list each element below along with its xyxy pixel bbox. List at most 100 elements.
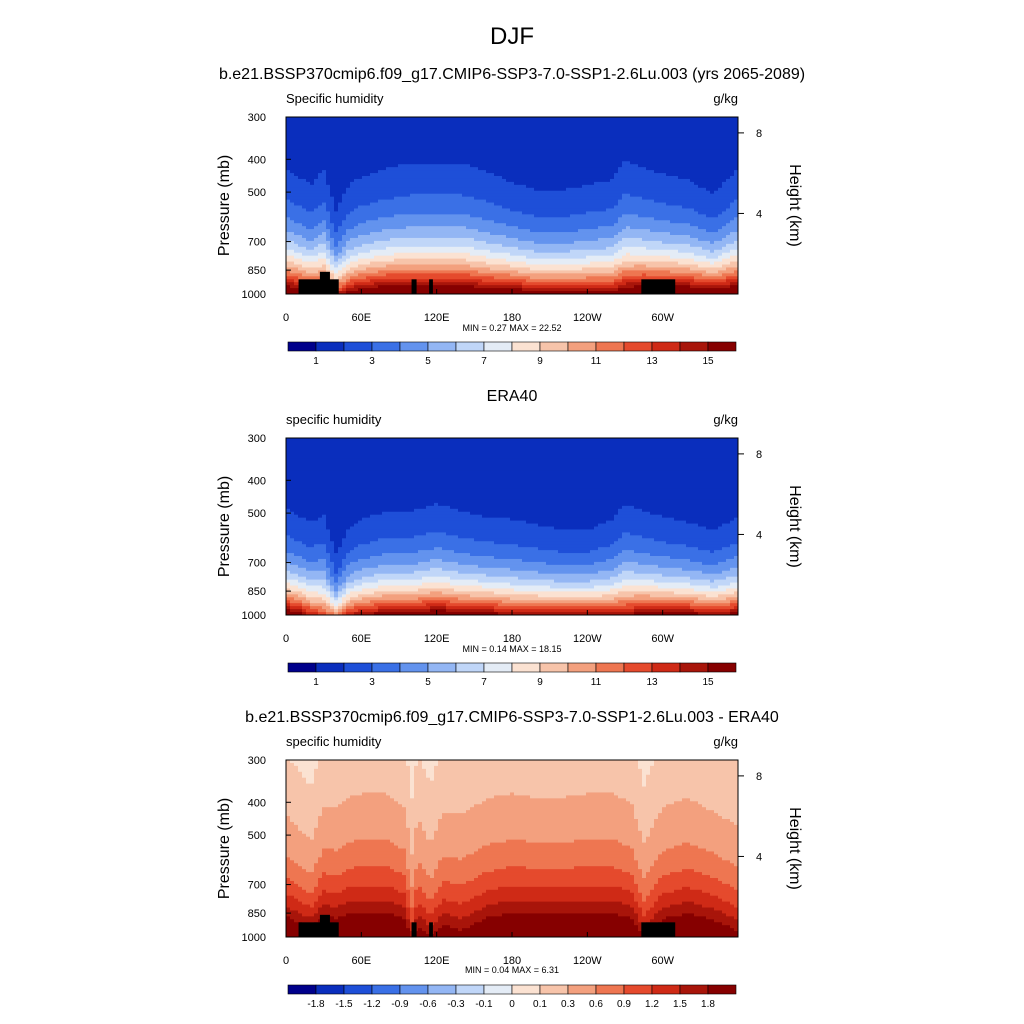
y-tick-label: 300	[248, 755, 266, 767]
colorbar-label: 1.5	[673, 999, 687, 1010]
y-tick-label: 300	[248, 112, 266, 124]
terrain-mask	[319, 271, 330, 294]
colorbar-label: 0.1	[533, 999, 547, 1010]
colorbar-swatch	[595, 984, 625, 995]
colorbar-swatch	[455, 341, 485, 352]
colorbar-swatch	[567, 662, 597, 673]
colorbar-swatch	[287, 662, 317, 673]
units-label: g/kg	[713, 734, 738, 749]
colorbar-swatch	[371, 662, 401, 673]
variable-label: specific humidity	[286, 412, 382, 427]
colorbar-swatch	[483, 984, 513, 995]
panel-title: b.e21.BSSP370cmip6.f09_g17.CMIP6-SSP3-7.…	[245, 709, 779, 726]
colorbar-label: 9	[537, 356, 543, 367]
colorbar-swatch	[595, 662, 625, 673]
colorbar-swatch	[287, 341, 317, 352]
colorbar-swatch	[539, 662, 569, 673]
colorbar-swatch	[427, 984, 457, 995]
colorbar-swatch	[623, 341, 653, 352]
y-tick-label: 850	[248, 586, 266, 598]
panel-title: b.e21.BSSP370cmip6.f09_g17.CMIP6-SSP3-7.…	[219, 66, 805, 83]
panel-title: ERA40	[487, 388, 538, 405]
colorbar-label: 0	[509, 999, 515, 1010]
min-max-stats: MIN = 0.27 MAX = 22.52	[462, 323, 561, 333]
y-tick-label: 400	[248, 154, 266, 166]
colorbar: 1 3 5 7 9 11 13 15	[287, 341, 737, 367]
colorbar-swatch	[651, 662, 681, 673]
colorbar-swatch	[427, 341, 457, 352]
y-tick-label: 500	[248, 187, 266, 199]
colorbar-swatch	[455, 984, 485, 995]
colorbar-swatch	[623, 662, 653, 673]
y-tick-label: 400	[248, 475, 266, 487]
units-label: g/kg	[713, 412, 738, 427]
y-axis-label: Pressure (mb)	[216, 155, 233, 256]
colorbar-swatch	[651, 341, 681, 352]
y-tick-label: 700	[248, 558, 266, 570]
colorbar-label: 0.9	[617, 999, 631, 1010]
terrain-mask	[429, 922, 433, 937]
colorbar-swatch	[371, 984, 401, 995]
x-tick-label: 60W	[651, 312, 674, 324]
y-right-tick-label: 8	[756, 128, 762, 140]
x-tick-label: 180	[503, 955, 521, 967]
colorbar-swatch	[595, 341, 625, 352]
colorbar-swatch	[707, 662, 737, 673]
y-tick-label: 1000	[242, 289, 266, 301]
x-tick-label: 60E	[352, 312, 372, 324]
panels: b.e21.BSSP370cmip6.f09_g17.CMIP6-SSP3-7.…	[216, 66, 805, 1010]
x-tick-label: 60W	[651, 955, 674, 967]
colorbar-label: 0.6	[589, 999, 603, 1010]
x-tick-label: 60E	[352, 633, 372, 645]
y-tick-label: 1000	[242, 932, 266, 944]
chart-panel-1: b.e21.BSSP370cmip6.f09_g17.CMIP6-SSP3-7.…	[216, 66, 805, 367]
colorbar-label: 1	[313, 356, 319, 367]
colorbar-label: 13	[646, 356, 658, 367]
variable-label: specific humidity	[286, 734, 382, 749]
colorbar-label: 15	[702, 356, 714, 367]
colorbar-swatch	[343, 984, 373, 995]
y-right-tick-label: 4	[756, 208, 762, 220]
min-max-stats: MIN = 0.14 MAX = 18.15	[462, 644, 561, 654]
y-right-tick-label: 8	[756, 771, 762, 783]
x-tick-label: 120W	[573, 633, 602, 645]
colorbar-swatch	[399, 984, 429, 995]
y-axis-right-label: Height (km)	[786, 164, 803, 247]
colorbar-label: 3	[369, 677, 375, 688]
colorbar-swatch	[371, 341, 401, 352]
colorbar-swatch	[315, 984, 345, 995]
colorbar-label: 5	[425, 677, 431, 688]
colorbar-swatch	[399, 341, 429, 352]
terrain-mask	[411, 279, 417, 294]
colorbar-swatch	[707, 341, 737, 352]
contour-field	[286, 117, 738, 294]
colorbar: 1 3 5 7 9 11 13 15	[287, 662, 737, 688]
terrain-mask	[319, 914, 330, 937]
y-tick-label: 300	[248, 433, 266, 445]
colorbar-label: -0.6	[419, 999, 437, 1010]
colorbar-label: 1.2	[645, 999, 659, 1010]
y-tick-label: 850	[248, 265, 266, 277]
y-axis-right-label: Height (km)	[786, 807, 803, 890]
colorbar-swatch	[511, 341, 541, 352]
colorbar-label: -1.8	[307, 999, 325, 1010]
colorbar-swatch	[679, 984, 709, 995]
colorbar: -1.8 -1.5 -1.2 -0.9 -0.6 -0.3 -0.1 0 0.1 0.3 0.6 0.…	[287, 984, 737, 1010]
colorbar-label: -0.9	[391, 999, 409, 1010]
variable-label: Specific humidity	[286, 91, 384, 106]
colorbar-swatch	[679, 662, 709, 673]
contour-field	[286, 438, 738, 615]
y-right-tick-label: 4	[756, 851, 762, 863]
colorbar-swatch	[511, 984, 541, 995]
x-tick-label: 60W	[651, 633, 674, 645]
x-tick-label: 0	[283, 312, 289, 324]
colorbar-label: -0.3	[447, 999, 465, 1010]
colorbar-swatch	[623, 984, 653, 995]
colorbar-swatch	[539, 341, 569, 352]
units-label: g/kg	[713, 91, 738, 106]
x-tick-label: 60E	[352, 955, 372, 967]
colorbar-label: 7	[481, 356, 487, 367]
y-tick-label: 1000	[242, 610, 266, 622]
colorbar-swatch	[287, 984, 317, 995]
